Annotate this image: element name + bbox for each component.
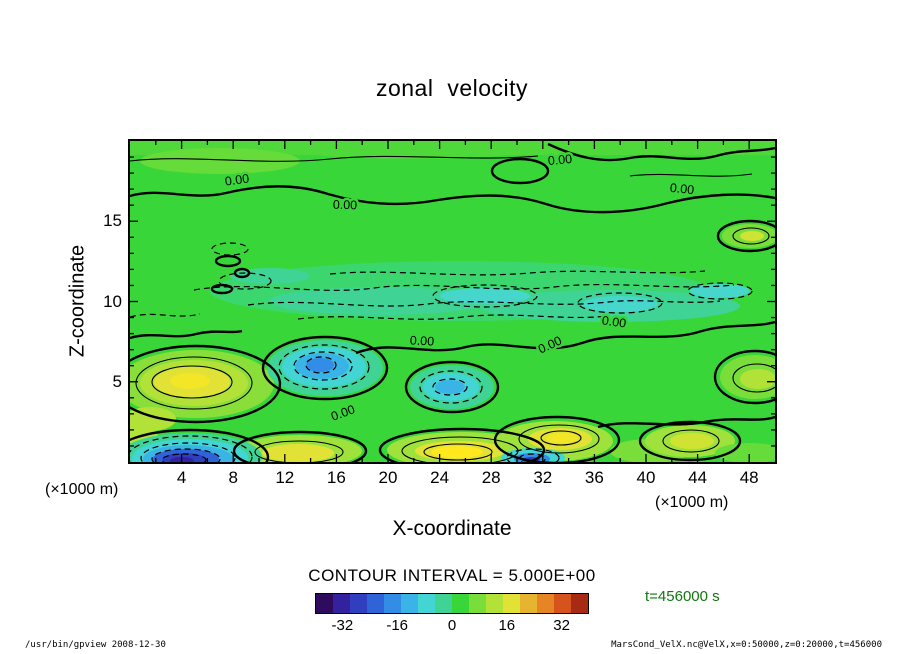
y-tick-label: 15: [103, 211, 122, 231]
x-tick-label: 44: [688, 468, 708, 487]
footer-file-text: MarsCond_VelX.nc@VelX,x=0:50000,z=0:2000…: [611, 640, 882, 650]
colorbar-tick-label: -32: [331, 617, 354, 634]
x-tick-label: 36: [584, 468, 604, 487]
x-tick-label: 48: [739, 468, 759, 487]
x-tick-label: 16: [326, 468, 346, 487]
time-annotation: t=456000 s: [645, 588, 720, 605]
colorbar-cell: [554, 594, 571, 613]
colorbar-cell: [571, 594, 588, 613]
x-tick-label: 32: [533, 468, 553, 487]
x-tick-label: 28: [481, 468, 501, 487]
colorbar-cell: [367, 594, 384, 613]
colorbar-cell: [452, 594, 469, 613]
colorbar-cell: [418, 594, 435, 613]
y-tick-label: 5: [112, 371, 122, 391]
contour-lines-zero: [130, 142, 775, 462]
plot-area: 0.00 0.00 0.00 0.00 0.00 0.00 0.00 0.00: [128, 139, 777, 464]
contour-label: 0.00: [669, 181, 695, 197]
contour-label: 0.00: [547, 152, 573, 168]
contour-label: 0.00: [601, 313, 627, 330]
contour-lines-thin: [130, 155, 775, 462]
contour-label: 0.00: [333, 198, 358, 213]
colorbar-tick-label: 16: [498, 617, 516, 634]
contour-interval-text: CONTOUR INTERVAL = 5.000E+00: [308, 566, 596, 585]
x-tick-label: 8: [228, 468, 238, 487]
colorbar-cell: [384, 594, 401, 613]
colorbar-cell: [316, 594, 333, 613]
contour-lines-dashed: [130, 242, 753, 462]
colorbar-tick-label: 32: [553, 617, 570, 634]
colorbar-cell: [350, 594, 367, 613]
plot-title: zonal velocity: [375, 75, 529, 101]
colorbar-cell: [503, 594, 520, 613]
colorbar: [315, 593, 589, 614]
x-axis-label: X-coordinate: [392, 517, 512, 540]
x-tick-label: 24: [430, 468, 450, 487]
contour-field: 0.00 0.00 0.00 0.00 0.00 0.00 0.00 0.00: [130, 141, 775, 462]
colorbar-cell: [333, 594, 350, 613]
colorbar-tick-label: 0: [447, 617, 457, 634]
contour-fill-regions: [130, 141, 775, 462]
x-tick-label: 12: [275, 468, 295, 487]
x-tick-label: 20: [378, 468, 398, 487]
x-axis-unit: (×1000 m): [655, 494, 729, 511]
contour-label: 0.00: [224, 171, 250, 188]
colorbar-cell: [435, 594, 452, 613]
contour-label: 0.00: [409, 333, 434, 348]
footer-command-text: /usr/bin/gpview 2008-12-30: [25, 640, 166, 650]
colorbar-cell: [537, 594, 554, 613]
colorbar-cell: [469, 594, 486, 613]
colorbar-cell: [401, 594, 418, 613]
colorbar-tick-labels: -32 -16 0 16 32: [315, 617, 589, 637]
x-tick-label: 4: [176, 468, 187, 487]
colorbar-cell: [520, 594, 537, 613]
x-tick-label: 40: [636, 468, 656, 487]
colorbar-cell: [486, 594, 503, 613]
y-tick-label: 10: [103, 291, 122, 311]
y-axis-unit: (×1000 m): [45, 481, 119, 498]
axis-ticks: [130, 141, 775, 462]
colorbar-tick-label: -16: [386, 617, 409, 634]
